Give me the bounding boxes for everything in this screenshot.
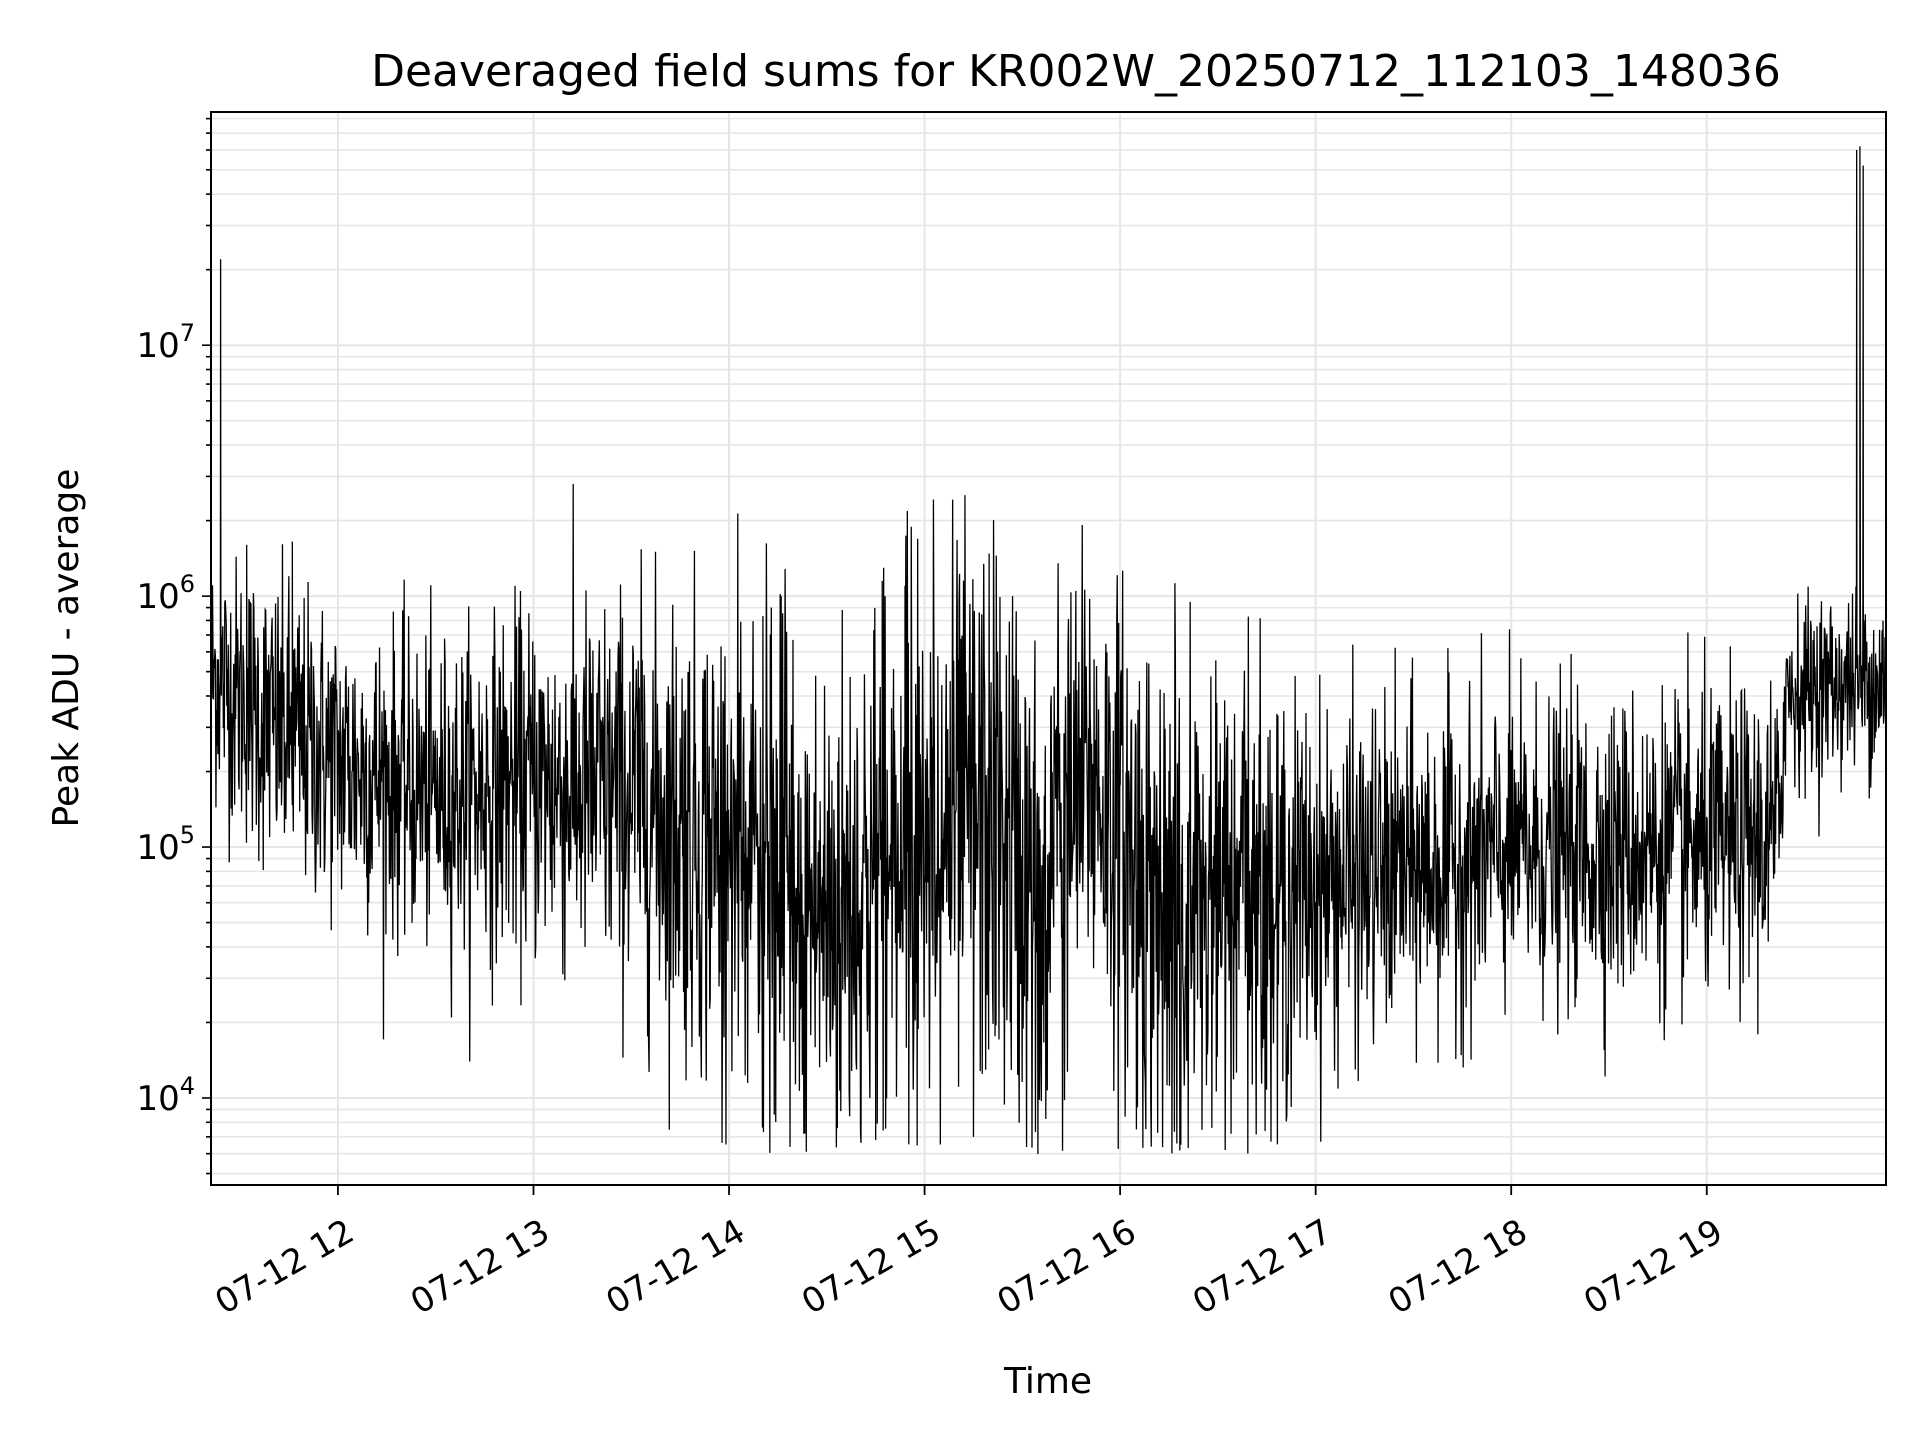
y-tick-label: 107	[136, 319, 195, 366]
y-axis-label: Peak ADU - average	[46, 469, 87, 828]
y-tick-label: 105	[136, 821, 195, 868]
x-axis-label: Time	[1003, 1361, 1092, 1402]
y-axis: 104 105 106 107	[136, 117, 211, 1175]
plot-frame	[210, 111, 1887, 1186]
y-tick-label: 104	[136, 1072, 195, 1119]
y-tick-label: 106	[136, 570, 195, 617]
plot-area	[211, 146, 1886, 1155]
series-line	[211, 146, 1886, 1155]
chart-title: Deaveraged field sums for KR002W_2025071…	[371, 46, 1781, 97]
